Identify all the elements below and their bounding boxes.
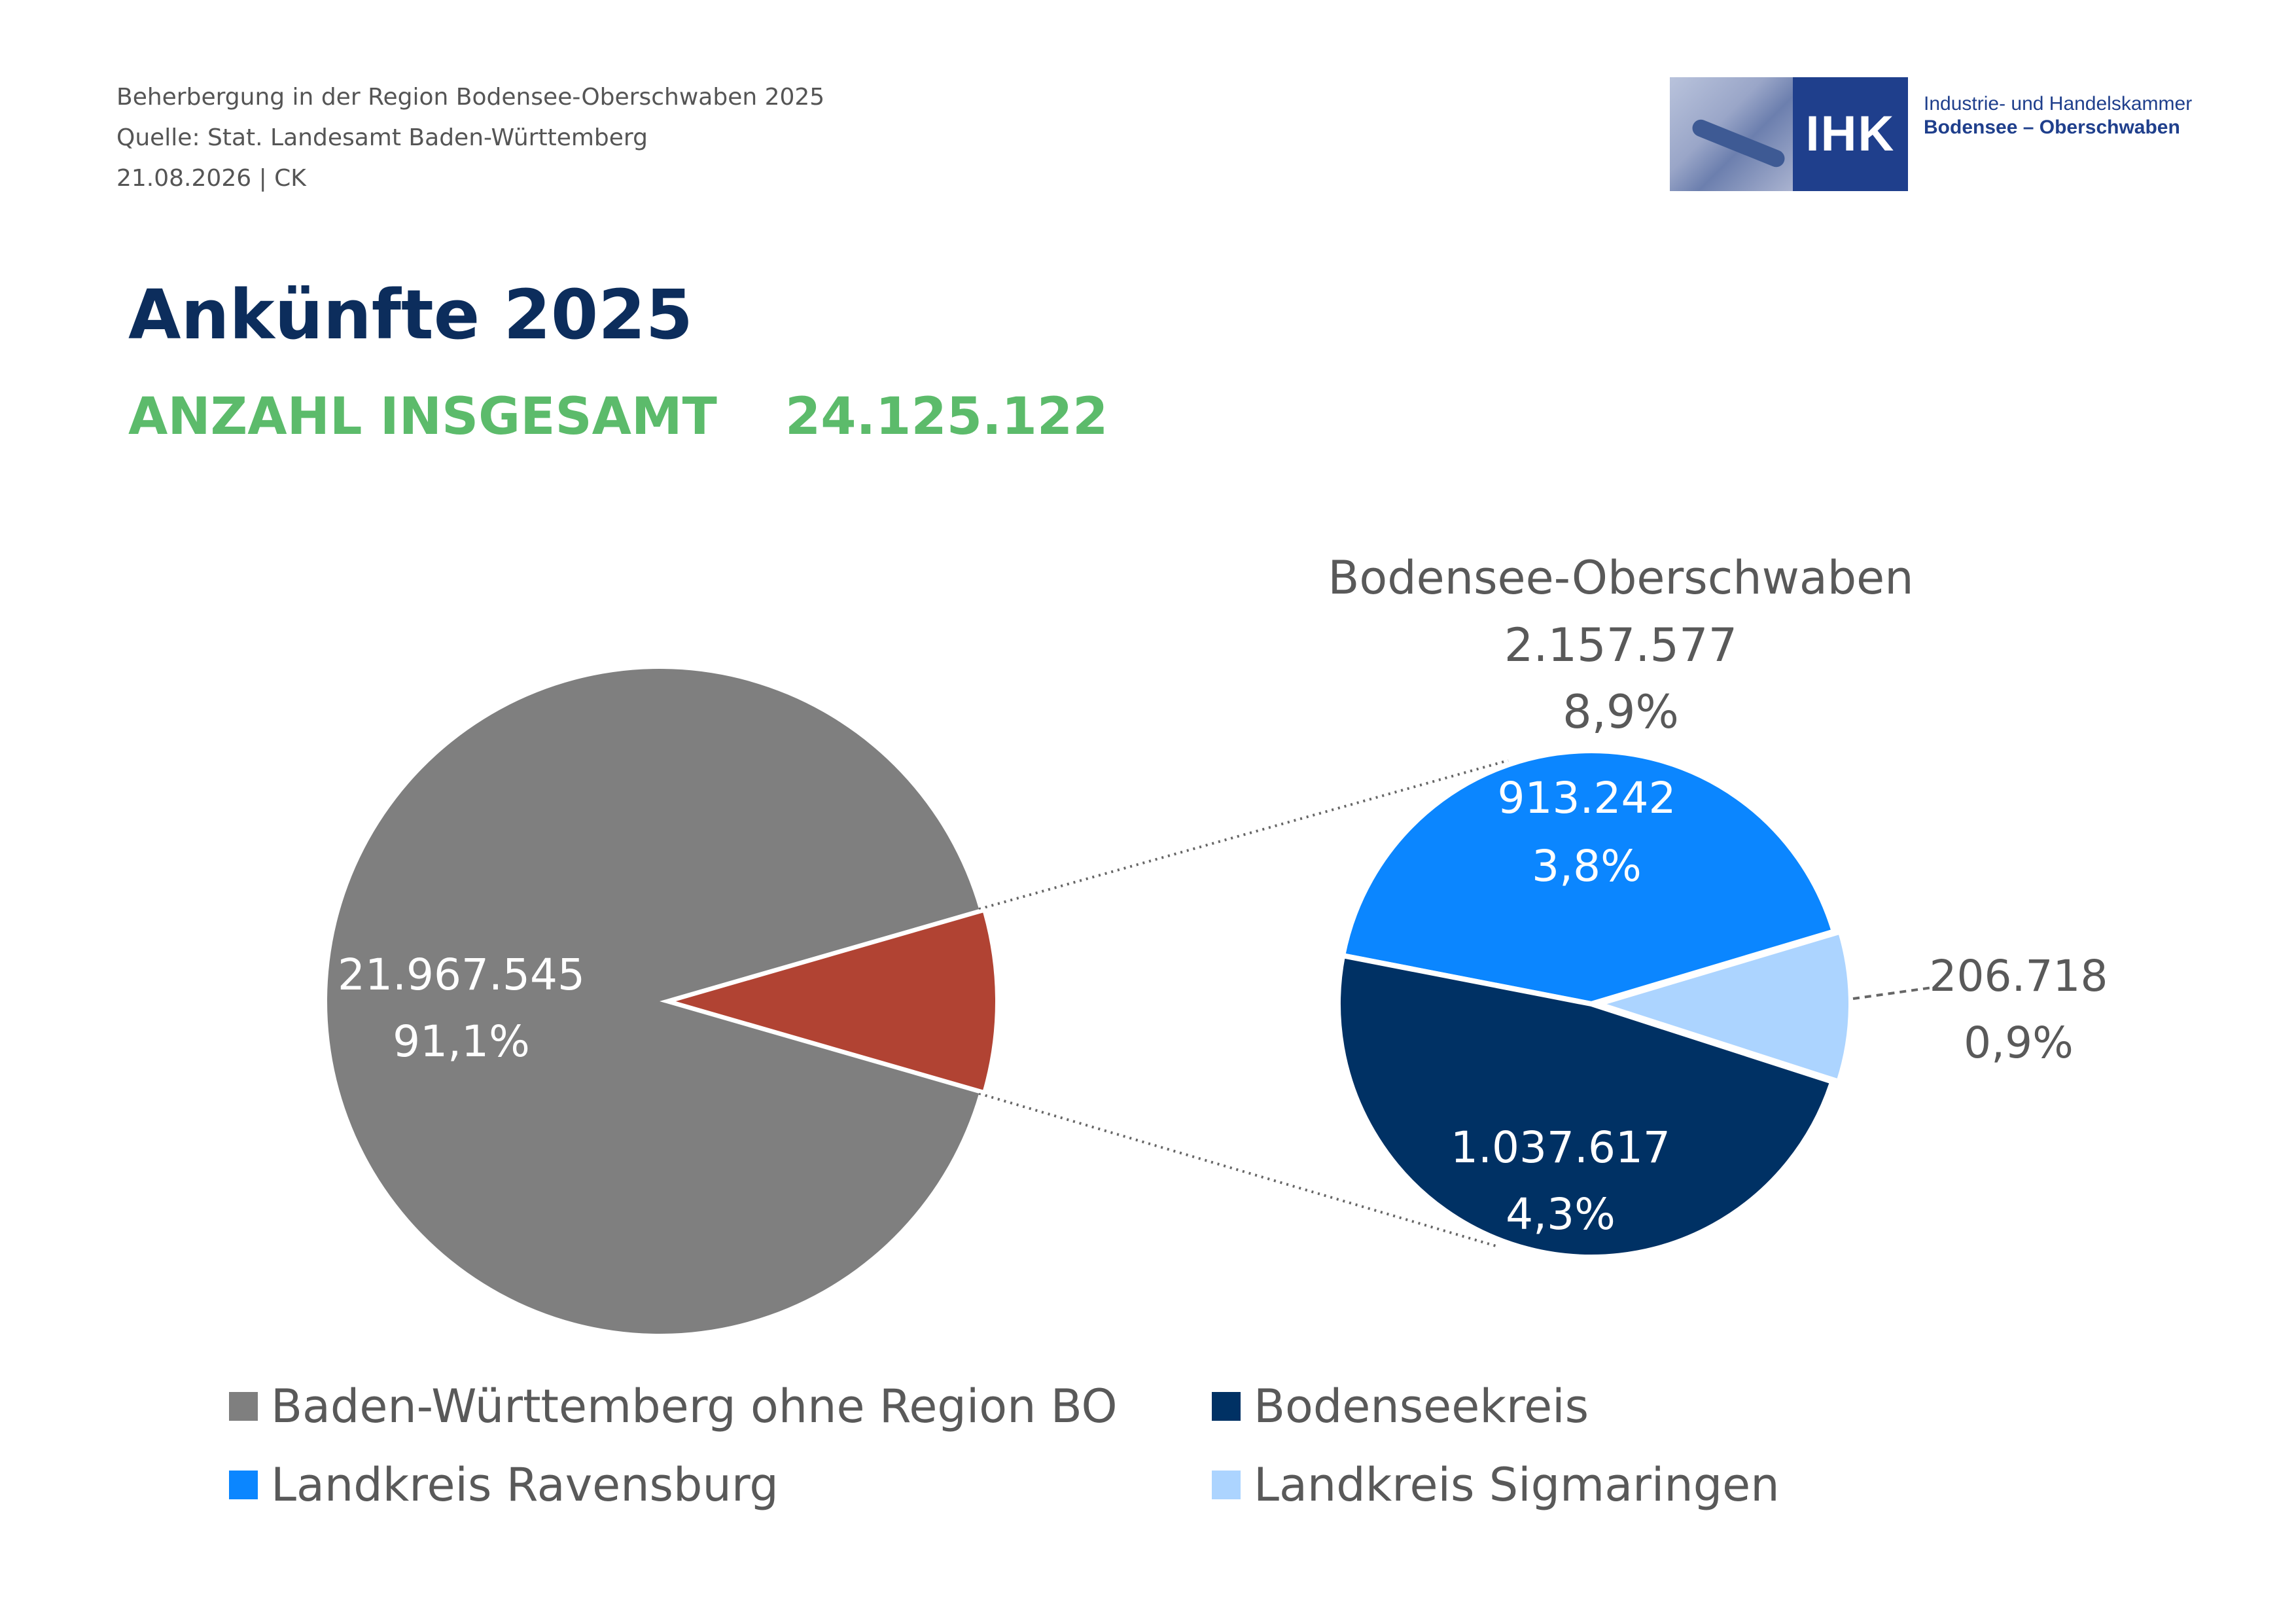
data-label-sigmaringen-value: 206.718 [1930, 951, 2108, 1001]
legend-swatch-bw [229, 1392, 258, 1421]
ihk-logo-box: IHK [1793, 77, 1908, 191]
ihk-logo-line-2: Bodensee – Oberschwaben [1924, 116, 2180, 138]
pie-slice-sigmaringen [1589, 928, 1854, 1085]
pie-slice-bodenseekreis [1335, 952, 1836, 1260]
region-map-icon [1670, 77, 1793, 191]
header-line-3: 21.08.2026 | CK [116, 165, 306, 192]
legend-label-sigmaringen: Landkreis Sigmaringen [1254, 1458, 1780, 1512]
secondary-pie-total-value: 2.157.577 [1504, 618, 1737, 672]
legend-swatch-sigmaringen [1212, 1471, 1241, 1499]
secondary-pie-total-pct: 8,9% [1563, 685, 1679, 739]
pie-slice-bw [327, 668, 980, 1334]
pie-slice-bodensee-oberschwaben [662, 908, 1000, 1095]
data-label-sigmaringen-pct: 0,9% [1964, 1018, 2074, 1068]
legend-item-bw: Baden-Württemberg ohne Region BO [229, 1380, 1118, 1433]
legend-label-ravensburg: Landkreis Ravensburg [271, 1458, 779, 1512]
data-label-ravensburg-pct: 3,8% [1532, 841, 1642, 891]
data-label-bodenseekreis-value: 1.037.617 [1451, 1122, 1670, 1173]
data-label-bw-pct: 91,1% [393, 1016, 530, 1067]
ihk-logo-line-1: Industrie- und Handelskammer [1924, 93, 2193, 115]
total-value: 24.125.122 [785, 387, 1108, 446]
secondary-pie-title: Bodensee-Oberschwaben [1328, 551, 1913, 605]
header-line-2: Quelle: Stat. Landesamt Baden-Württember… [116, 124, 648, 151]
legend-label-bw: Baden-Württemberg ohne Region BO [271, 1380, 1118, 1433]
legend-label-bodenseekreis: Bodenseekreis [1254, 1380, 1589, 1433]
page-title: Ankünfte 2025 [128, 275, 693, 355]
leader-line-sigmaringen [1852, 986, 1937, 1000]
ihk-logo: IHK Industrie- und Handelskammer Bodense… [1670, 77, 2252, 191]
data-label-bw-value: 21.967.545 [338, 950, 585, 1000]
total-label: ANZAHL INSGESAMT [128, 387, 717, 446]
legend-swatch-ravensburg [229, 1471, 258, 1499]
legend-item-bodenseekreis: Bodenseekreis [1212, 1380, 1589, 1433]
legend-item-ravensburg: Landkreis Ravensburg [229, 1458, 779, 1512]
connector-line-top [978, 759, 1509, 911]
pie-slice-ravensburg [1339, 748, 1837, 1007]
header-line-1: Beherbergung in der Region Bodensee-Ober… [116, 84, 825, 111]
data-label-ravensburg-value: 913.242 [1498, 773, 1676, 823]
legend-swatch-bodenseekreis [1212, 1392, 1241, 1421]
legend-item-sigmaringen: Landkreis Sigmaringen [1212, 1458, 1780, 1512]
data-label-bodenseekreis-pct: 4,3% [1506, 1189, 1616, 1240]
